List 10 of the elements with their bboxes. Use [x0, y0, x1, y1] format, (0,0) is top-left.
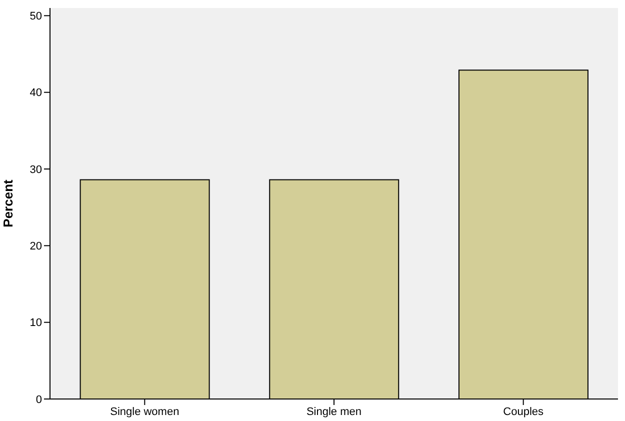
- x-tick-label: Single women: [110, 406, 180, 418]
- x-tick-label: Single men: [306, 406, 362, 418]
- y-tick-label: 20: [30, 240, 42, 253]
- y-tick-label: 10: [30, 317, 42, 330]
- y-tick-label: 0: [36, 394, 42, 406]
- x-tick-label: Couples: [503, 406, 544, 418]
- y-tick-label: 40: [30, 87, 42, 100]
- y-tick-label: 30: [30, 164, 42, 176]
- y-tick-label: 50: [30, 10, 42, 23]
- y-axis-title: Percent: [0, 178, 16, 228]
